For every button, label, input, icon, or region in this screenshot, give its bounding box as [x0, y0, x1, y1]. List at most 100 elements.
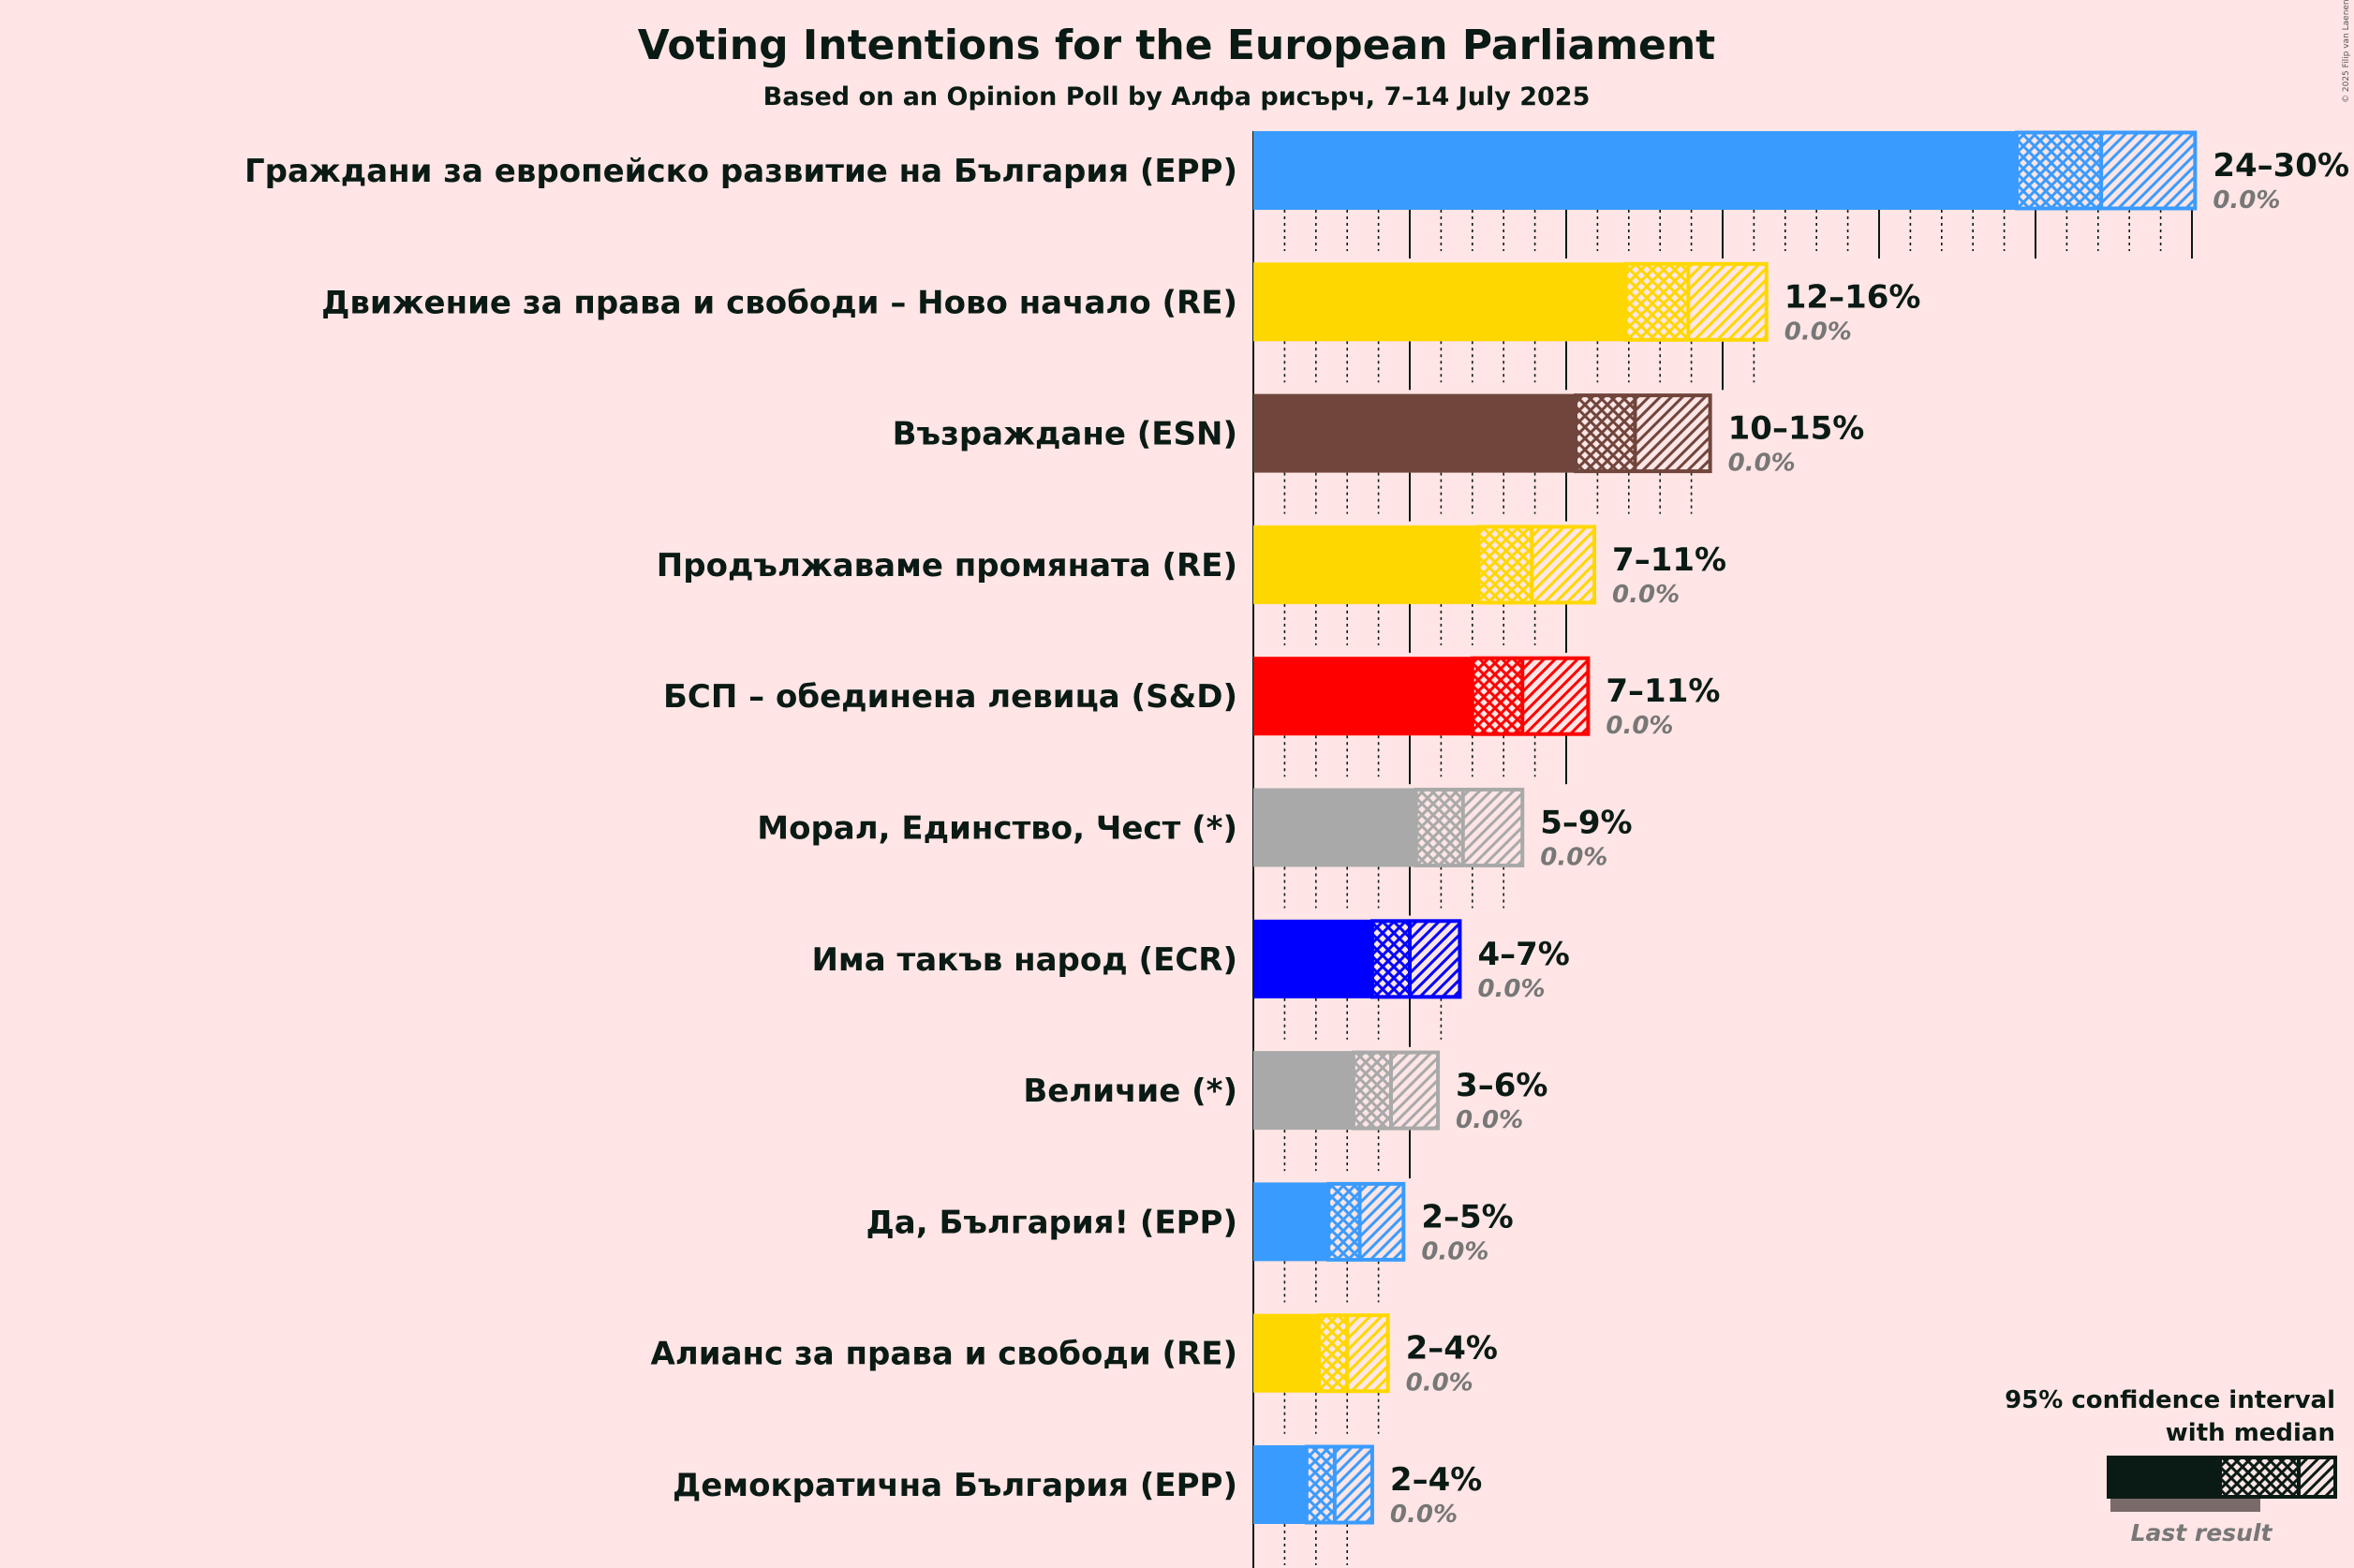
legend-crosshatch-bar: [2222, 1457, 2299, 1497]
party-label: Граждани за европейско развитие на Бълга…: [244, 153, 1237, 190]
party-label: Величие (*): [1023, 1072, 1237, 1110]
last-result-label: 0.0%: [1612, 581, 1680, 609]
last-result-label: 0.0%: [1540, 844, 1607, 872]
range-label: 3–6%: [1456, 1067, 1547, 1104]
party-label: БСП – обединена левица (S&D): [663, 678, 1237, 716]
range-label: 2–5%: [1421, 1198, 1513, 1235]
legend-title-line2: with median: [2166, 1419, 2335, 1447]
party-label: Движение за права и свободи – Ново начал…: [321, 284, 1237, 321]
party-label: Продължаваме промяната (RE): [657, 547, 1237, 584]
bar-solid: [1253, 393, 1577, 473]
legend-last-result-label: Last result: [2131, 1519, 2273, 1546]
legend-outline: [2107, 1456, 2337, 1499]
bar-solid: [1253, 1051, 1354, 1131]
party-label: Да, България! (EPP): [866, 1204, 1237, 1241]
bar-ci-upper: [1334, 1445, 1372, 1524]
range-label: 24–30%: [2213, 147, 2349, 185]
bar-ci-lower: [1353, 1051, 1391, 1131]
party-label: Има такъв народ (ECR): [811, 941, 1237, 979]
bar-ci-lower: [1576, 393, 1636, 473]
range-label: 12–16%: [1784, 278, 1921, 316]
bar-ci-lower: [2016, 131, 2102, 210]
party-label: Алианс за права и свободи (RE): [651, 1336, 1237, 1373]
bar-ci-lower: [1415, 788, 1463, 867]
last-result-label: 0.0%: [1456, 1106, 1523, 1134]
bar-row: Продължаваме промяната (RE) 7–11%0.0%: [657, 525, 1726, 658]
bar-ci-outline: [1369, 919, 1462, 999]
range-label: 10–15%: [1728, 410, 1865, 448]
legend: 95% confidence interval with median Last…: [2005, 1386, 2337, 1546]
bar-ci-upper: [1390, 1051, 1439, 1131]
bar-ci-lower: [1319, 1313, 1348, 1393]
bar-solid: [1253, 1445, 1307, 1524]
bar-ci-outline: [1623, 261, 1769, 342]
bar-ci-outline: [1574, 393, 1712, 474]
bars-group: Граждани за европейско развитие на Бълга…: [244, 130, 2349, 1568]
bar-row: Движение за права и свободи – Ново начал…: [321, 261, 1921, 394]
bar-solid: [1253, 131, 2017, 210]
bar-row: БСП – обединена левица (S&D) 7–11%0.0%: [663, 656, 1720, 789]
bar-ci-lower: [1478, 525, 1532, 604]
range-label: 7–11%: [1612, 541, 1726, 579]
last-result-label: 0.0%: [1421, 1237, 1488, 1265]
bar-ci-outline: [1470, 656, 1591, 736]
chart-subtitle: Based on an Opinion Poll by Алфа рисърч,…: [763, 82, 1591, 111]
bar-row: Алианс за права и свободи (RE) 2–4%0.0%: [651, 1313, 1498, 1445]
bar-ci-upper: [1410, 919, 1460, 998]
chart-title: Voting Intentions for the European Parli…: [638, 22, 1715, 69]
party-label: Демократична България (EPP): [673, 1467, 1237, 1504]
bar-ci-outline: [1351, 1050, 1441, 1131]
last-result-label: 0.0%: [1784, 318, 1852, 346]
bar-ci-outline: [1317, 1313, 1390, 1394]
bar-ci-outline: [1304, 1444, 1374, 1525]
bar-ci-lower: [1328, 1182, 1360, 1262]
last-result-label: 0.0%: [1406, 1369, 1473, 1398]
bar-ci-upper: [1359, 1182, 1404, 1262]
bar-ci-outline: [1326, 1181, 1406, 1262]
bar-ci-upper: [1522, 657, 1589, 736]
bar-ci-lower: [1472, 657, 1523, 736]
bar-solid: [1253, 1313, 1320, 1393]
bar-solid: [1253, 262, 1626, 342]
bar-ci-outline: [1476, 525, 1597, 605]
legend-diagonal-bar: [2299, 1457, 2335, 1497]
bar-ci-outline: [2014, 130, 2198, 211]
bar-ci-upper: [1347, 1313, 1388, 1393]
bar-solid: [1253, 525, 1479, 604]
bar-row: Да, България! (EPP) 2–5%0.0%: [866, 1181, 1514, 1314]
legend-last-result-bar: [2110, 1495, 2260, 1512]
bar-ci-lower: [1306, 1445, 1335, 1524]
last-result-label: 0.0%: [1728, 450, 1796, 478]
bar-ci-upper: [1635, 393, 1710, 473]
bar-ci-lower: [1371, 919, 1410, 998]
range-label: 2–4%: [1390, 1461, 1482, 1499]
last-result-label: 0.0%: [2213, 186, 2280, 214]
bar-ci-upper: [2101, 131, 2196, 210]
bar-row: Има такъв народ (ECR) 4–7%0.0%: [811, 919, 1570, 1052]
last-result-label: 0.0%: [1477, 975, 1545, 1003]
range-label: 5–9%: [1540, 805, 1632, 842]
bar-solid: [1253, 1182, 1329, 1262]
range-label: 7–11%: [1606, 673, 1720, 710]
bar-ci-upper: [1462, 788, 1523, 867]
last-result-label: 0.0%: [1390, 1501, 1458, 1529]
range-label: 2–4%: [1406, 1330, 1498, 1368]
legend-solid-bar: [2109, 1457, 2222, 1497]
copyright-notice: © 2025 Filip van Laenen: [2342, 0, 2351, 103]
bar-ci-upper: [1532, 525, 1595, 604]
bar-ci-upper: [1688, 262, 1767, 342]
legend-title-line1: 95% confidence interval: [2005, 1386, 2335, 1414]
party-label: Възраждане (ESN): [893, 416, 1237, 453]
range-label: 4–7%: [1477, 936, 1569, 973]
bar-row: Морал, Единство, Чест (*) 5–9%0.0%: [757, 788, 1633, 920]
party-label: Морал, Единство, Чест (*): [757, 810, 1237, 848]
bar-ci-outline: [1414, 788, 1525, 867]
bar-solid: [1253, 788, 1416, 867]
bar-solid: [1253, 657, 1473, 736]
last-result-label: 0.0%: [1606, 712, 1673, 740]
bar-row: Демократична България (EPP) 2–4%0.0%: [673, 1444, 1482, 1568]
bar-row: Възраждане (ESN) 10–15%0.0%: [893, 393, 1865, 525]
bar-ci-lower: [1625, 262, 1689, 342]
bar-row: Величие (*) 3–6%0.0%: [1023, 1050, 1547, 1183]
